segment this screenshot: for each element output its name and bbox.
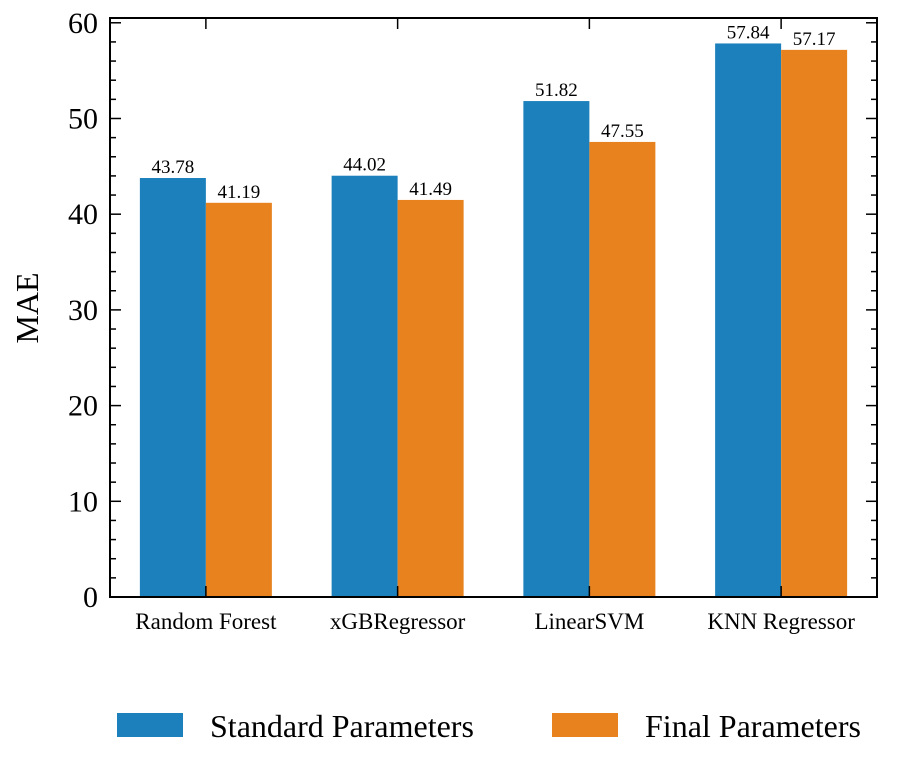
y-tick-label: 30 bbox=[68, 294, 98, 327]
plot-frame bbox=[109, 17, 878, 598]
bar-final-2 bbox=[589, 141, 656, 598]
legend-swatch-final bbox=[552, 713, 618, 737]
x-tick-label: xGBRegressor bbox=[330, 609, 466, 634]
legend: Standard Parameters Final Parameters bbox=[117, 708, 861, 744]
y-tick-label: 10 bbox=[68, 485, 98, 518]
bar-value-label: 57.84 bbox=[727, 22, 770, 43]
bar-value-label: 47.55 bbox=[601, 121, 644, 142]
y-tick-label: 20 bbox=[68, 390, 98, 423]
bar-value-label: 41.49 bbox=[409, 179, 452, 200]
bars-layer bbox=[139, 43, 848, 598]
legend-swatch-standard bbox=[117, 713, 183, 737]
bar-standard-2 bbox=[523, 101, 590, 597]
bar-final-0 bbox=[205, 202, 272, 597]
y-tick-label: 60 bbox=[68, 7, 98, 40]
y-tick-labels: 0 10 20 30 40 50 60 bbox=[68, 7, 98, 614]
legend-label-final: Final Parameters bbox=[645, 708, 861, 744]
bar-standard-1 bbox=[331, 175, 398, 597]
y-tick-label: 40 bbox=[68, 198, 98, 231]
bar-value-label: 43.78 bbox=[152, 157, 195, 178]
y-tick-label: 50 bbox=[68, 102, 98, 135]
bar-final-1 bbox=[397, 199, 464, 597]
bar-value-label: 44.02 bbox=[343, 155, 386, 176]
x-tick-labels: Random Forest xGBRegressor LinearSVM KNN Re… bbox=[135, 609, 855, 634]
bar-standard-3 bbox=[715, 43, 782, 598]
bar-value-labels: 43.78 41.19 44.02 41.49 51.82 47.55 57.84 57.17 bbox=[152, 22, 836, 202]
bar-standard-0 bbox=[139, 178, 206, 598]
bar-value-label: 57.17 bbox=[793, 29, 836, 50]
legend-label-standard: Standard Parameters bbox=[210, 708, 474, 744]
bar-final-3 bbox=[781, 49, 848, 598]
bar-value-label: 41.19 bbox=[218, 182, 261, 203]
y-tick-label: 0 bbox=[83, 581, 98, 614]
y-axis-label: MAE bbox=[9, 272, 45, 343]
x-tick-label: Random Forest bbox=[135, 609, 277, 634]
x-tick-label: LinearSVM bbox=[534, 609, 644, 634]
x-tick-label: KNN Regressor bbox=[707, 609, 855, 634]
bar-value-label: 51.82 bbox=[535, 80, 578, 101]
